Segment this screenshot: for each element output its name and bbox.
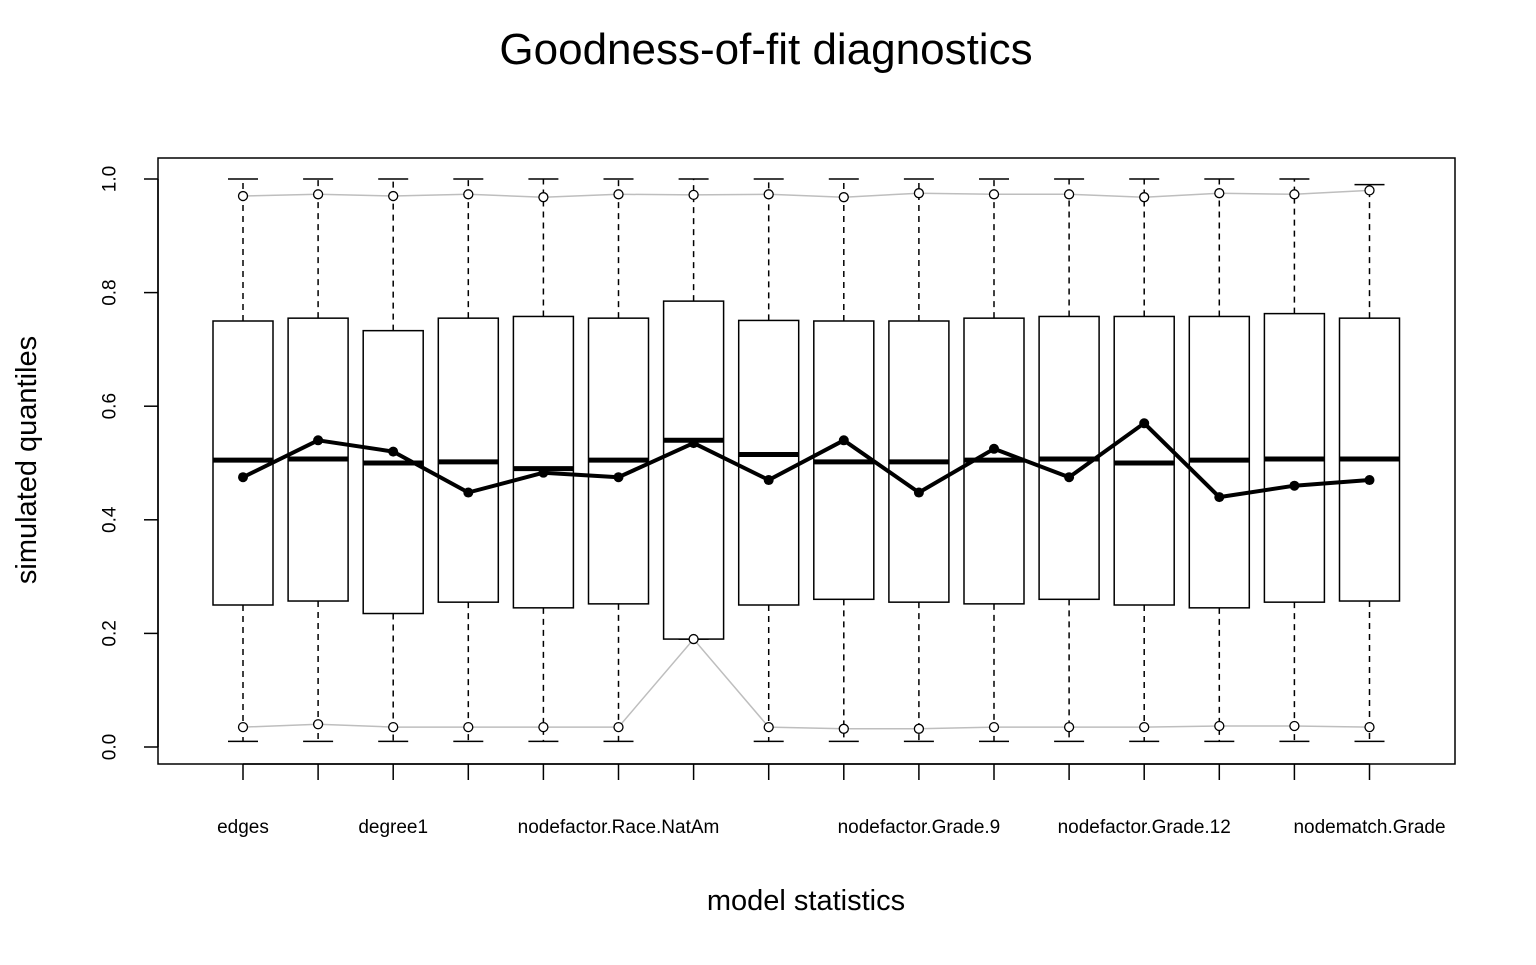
observed-series [238,418,1375,503]
upper-envelope-point [688,189,699,201]
upper-envelope-point [1364,185,1375,196]
y-tick-label: 0.6 [100,393,121,419]
x-tick-label: nodefactor.Race.NatAm [518,817,720,838]
boxplot-10 [888,178,950,743]
boxplot-12 [1038,178,1100,743]
box-iqr [512,315,575,609]
observed-point [538,467,549,478]
upper-envelope-point [538,192,549,203]
boxplot-15 [1263,178,1326,743]
boxplot-4 [437,178,500,743]
boxplot-1 [212,178,274,743]
observed-point [463,487,474,498]
upper-envelope-point [463,189,474,200]
boxplot-6 [587,178,650,743]
lower-envelope-point [463,721,474,733]
boxplot-7 [662,178,725,640]
observed-point [313,435,324,446]
observed-point [1364,475,1375,486]
observed-point [989,443,999,454]
x-tick-label: nodefactor.Grade.9 [838,817,1001,838]
lower-envelope-point [237,721,249,733]
lower-envelope-point [763,721,774,733]
lower-envelope-point [1289,720,1300,732]
y-tick-label: 0.0 [100,734,121,760]
boxplot-3 [362,178,424,743]
x-tick-label: degree1 [358,817,428,838]
upper-envelope-point [913,188,925,199]
boxplot-layer [212,178,1401,743]
x-tick-label: nodematch.Grade [1293,817,1445,838]
y-tick-label: 0.4 [100,506,121,533]
lower-envelope-point [1214,720,1225,732]
lower-envelope-point [1139,721,1150,733]
boxplot-9 [813,178,875,743]
observed-point [1139,418,1150,429]
upper-envelope-point [988,189,1000,200]
upper-envelope-point [613,189,624,200]
boxplot-2 [287,178,349,743]
observed-point [838,435,849,446]
boxplot-5 [512,178,575,743]
observed-point [238,472,248,483]
x-tick-label: edges [217,817,269,838]
upper-envelope-point [1139,192,1150,203]
observed-point [913,487,924,498]
x-tick-label: nodefactor.Grade.12 [1058,817,1231,838]
y-axis-title: simulated quantiles [11,336,43,584]
boxplot-13 [1113,178,1175,743]
upper-envelope-point [237,190,249,202]
observed-point [388,446,399,457]
upper-envelope-point [1063,189,1075,200]
lower-envelope-series [237,633,1375,734]
observed-point [1064,472,1075,483]
upper-envelope-point [1214,188,1225,199]
y-tick-label: 0.8 [100,279,121,305]
box-iqr [662,300,725,640]
lower-envelope-point [538,721,549,733]
y-tick-label: 1.0 [100,166,121,192]
upper-envelope-series [237,185,1375,203]
box-iqr [362,329,424,615]
lower-envelope-point [1063,721,1075,733]
boxplot-8 [737,178,800,743]
lower-envelope-point [913,723,925,734]
upper-envelope-point [763,189,774,200]
lower-envelope-point [838,723,849,734]
lower-envelope-point [688,633,699,645]
upper-envelope-point [1289,189,1300,200]
box-iqr [737,319,800,606]
observed-point [613,472,624,483]
observed-point [763,475,774,486]
upper-envelope-point [388,190,399,202]
chart-title: Goodness-of-fit diagnostics [499,25,1032,74]
boxplot-16 [1338,183,1401,743]
y-tick-label: 0.2 [100,620,121,646]
upper-envelope-point [838,192,849,203]
observed-point [1289,480,1300,491]
lower-envelope-point [312,719,324,730]
y-axis: 0.0 0.2 0.4 0.6 0.8 1.0 [100,166,159,760]
observed-point [1214,492,1225,503]
lower-envelope-line [242,637,1370,730]
series-layer [237,185,1375,734]
observed-line [242,421,1370,500]
box-iqr [212,320,274,606]
upper-envelope-line [242,189,1370,198]
x-axis: edges degree1 nodefactor.Race.NatAm nodefac… [217,763,1446,838]
x-axis-title: model statistics [707,885,905,917]
observed-point [688,438,699,449]
lower-envelope-point [988,721,1000,733]
lower-envelope-point [613,721,624,733]
boxplot-14 [1188,178,1251,743]
upper-envelope-point [312,189,324,200]
lower-envelope-point [1364,721,1375,733]
lower-envelope-point [388,721,399,733]
